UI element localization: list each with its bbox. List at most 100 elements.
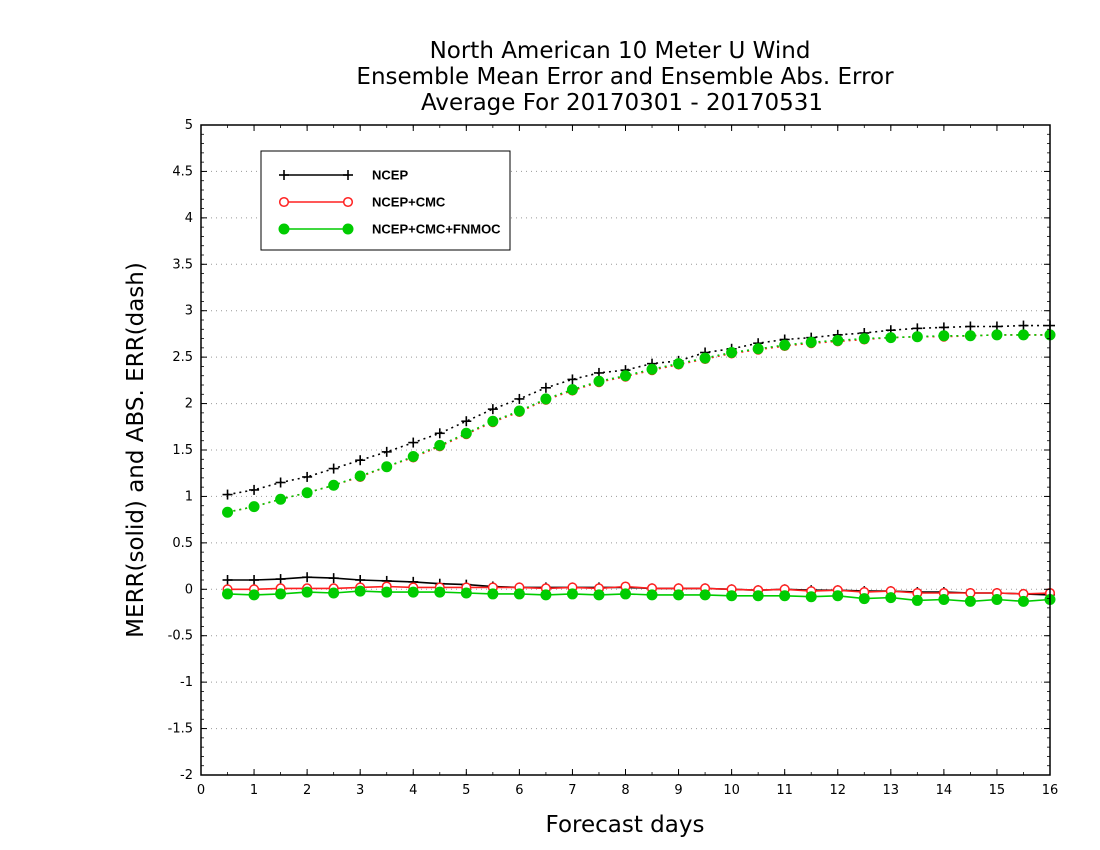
x-tick-label: 8 — [621, 783, 629, 798]
abs-err-point — [249, 484, 260, 495]
y-tick-label: 1 — [185, 489, 193, 504]
merr-point — [566, 588, 578, 600]
abs-err-point — [355, 455, 366, 466]
merr-point — [646, 589, 658, 601]
x-tick-label: 1 — [250, 783, 258, 798]
merr-point — [805, 591, 817, 603]
x-axis-label: Forecast days — [546, 812, 705, 838]
x-tick-label: 13 — [883, 783, 900, 798]
abs-err-point — [275, 477, 286, 488]
merr-point — [407, 586, 419, 598]
merr-point — [991, 594, 1003, 605]
abs-err-point — [434, 428, 445, 439]
abs-err-point — [805, 336, 817, 348]
abs-err-point — [514, 393, 525, 404]
y-tick-label: 4 — [185, 211, 193, 226]
abs-err-point — [1018, 320, 1029, 331]
merr-point — [487, 588, 499, 600]
merr-point — [911, 594, 923, 606]
abs-err-point — [885, 332, 897, 344]
legend-item: NCEP+CMC+FNMOC — [278, 222, 501, 237]
abs-err-point — [434, 439, 446, 451]
merr-point — [938, 594, 950, 605]
merr-point — [726, 590, 738, 602]
legend-item: NCEP — [279, 168, 408, 183]
legend-label: NCEP — [372, 168, 408, 183]
legend-label: NCEP+CMC+FNMOC — [372, 222, 501, 237]
abs-err-point — [354, 470, 366, 482]
x-tick-label: 2 — [303, 783, 311, 798]
data-series — [222, 320, 1056, 607]
y-axis-label: MERR(solid) and ABS. ERR(dash) — [123, 262, 149, 638]
y-tick-label: 2.5 — [172, 350, 193, 365]
abs-err-point — [381, 446, 392, 457]
abs-err-point — [301, 487, 313, 499]
x-tick-label: 10 — [723, 783, 740, 798]
merr-point — [434, 586, 446, 598]
merr-point — [593, 589, 605, 601]
x-tick-label: 12 — [829, 783, 846, 798]
merr-point — [222, 588, 234, 600]
merr-point — [301, 586, 313, 598]
abs-err-point — [646, 363, 658, 375]
abs-err-point — [938, 330, 950, 342]
y-tick-label: 0 — [185, 582, 193, 597]
abs-err-point — [302, 471, 313, 482]
merr-point — [381, 586, 393, 598]
abs-err-point — [593, 375, 605, 387]
merr-point — [222, 575, 233, 585]
abs-err-point — [726, 347, 738, 358]
abs-err-point — [222, 506, 234, 518]
abs-err-point — [540, 393, 552, 405]
abs-err-point — [567, 374, 578, 385]
axis-ticks: -2-1.5-1-0.500.511.522.533.544.550 1 2 3 4 5 6… — [168, 118, 1059, 798]
abs-err-point — [222, 489, 233, 500]
abs-err-line — [227, 334, 1050, 513]
x-tick-label: 7 — [568, 783, 576, 798]
abs-err-point — [381, 461, 393, 473]
merr-point — [460, 587, 472, 599]
abs-err-line — [227, 334, 1050, 513]
merr-point — [302, 572, 313, 583]
x-tick-label: 3 — [356, 783, 364, 798]
y-tick-label: -2 — [180, 768, 193, 783]
merr-point — [275, 588, 287, 600]
abs-err-point — [328, 479, 340, 491]
chart-title-line-1: North American 10 Meter U Wind — [430, 38, 811, 64]
merr-point — [779, 590, 791, 602]
x-tick-label: 14 — [936, 783, 953, 798]
merr-point — [885, 592, 897, 604]
x-tick-label: 5 — [462, 783, 470, 798]
abs-err-point — [752, 343, 764, 355]
legend-item: NCEP+CMC — [278, 195, 446, 210]
y-tick-label: 0.5 — [172, 536, 193, 551]
x-tick-label: 6 — [515, 783, 523, 798]
abs-err-point — [487, 404, 498, 415]
y-tick-label: 1.5 — [172, 443, 193, 458]
merr-point — [1017, 595, 1029, 607]
x-tick-label: 16 — [1042, 783, 1059, 798]
merr-point — [540, 589, 552, 601]
merr-point — [752, 590, 764, 602]
merr-point — [964, 595, 976, 607]
y-tick-label: 3.5 — [172, 257, 193, 272]
legend-marker — [342, 223, 354, 235]
x-tick-label: 0 — [197, 783, 205, 798]
series-ncep-cmc-fnmoc — [222, 329, 1056, 607]
abs-err-point — [991, 329, 1003, 341]
merr-point — [858, 593, 870, 605]
series-ncep-cmc — [222, 329, 1056, 599]
merr-point — [832, 590, 844, 602]
y-tick-label: 3 — [185, 304, 193, 319]
abs-err-point — [513, 405, 525, 417]
legend-marker — [278, 223, 290, 235]
abs-err-point — [275, 493, 287, 505]
merr-point — [620, 588, 631, 600]
merr-point — [513, 588, 525, 600]
merr-point — [699, 589, 711, 601]
abs-err-point — [964, 330, 976, 342]
abs-err-point — [620, 370, 631, 382]
y-tick-label: -0.5 — [168, 629, 193, 644]
abs-err-point — [248, 501, 260, 513]
